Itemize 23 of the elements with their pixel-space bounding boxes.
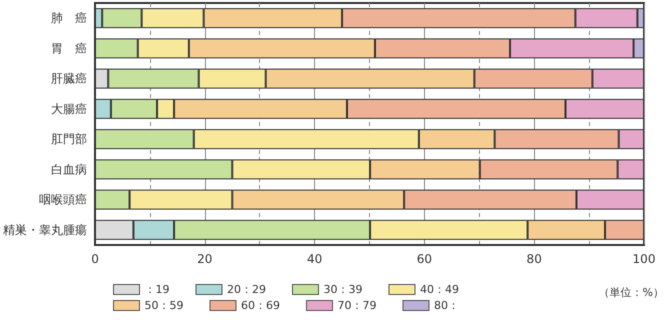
x-tick-label: 80 [526,252,542,266]
y-tick-label: 白血病 [51,162,87,176]
y-tick-label: 精巣・睾丸腫瘍 [3,222,87,237]
y-tick-label: 咽喉頭癌 [39,192,87,207]
y-tick-label: 大腸癌 [51,102,87,116]
y-tick-label: 肺 癌 [51,11,87,26]
y-tick-label: 肛門部 [51,132,87,146]
legend-label: 20：29 [226,283,266,296]
legend-label: 60：69 [240,299,280,312]
legend-label: 40：49 [420,283,459,296]
x-tick-label: 20 [197,252,212,266]
legend-label: 30：39 [323,283,362,296]
x-tick-label: 0 [91,252,99,266]
y-tick-label: 肝臓癌 [51,72,87,86]
x-tick-label: 100 [632,252,656,266]
legend-label: ：19 [144,283,170,296]
x-tick-label: 60 [416,252,432,266]
legend-label: 70：79 [337,299,376,312]
legend-label: 50：59 [144,299,184,312]
x-tick-label: 40 [306,252,322,266]
text: （単位：%） [598,286,664,299]
y-tick-label: 胃 癌 [51,41,87,56]
legend-label: 80： [434,299,459,312]
